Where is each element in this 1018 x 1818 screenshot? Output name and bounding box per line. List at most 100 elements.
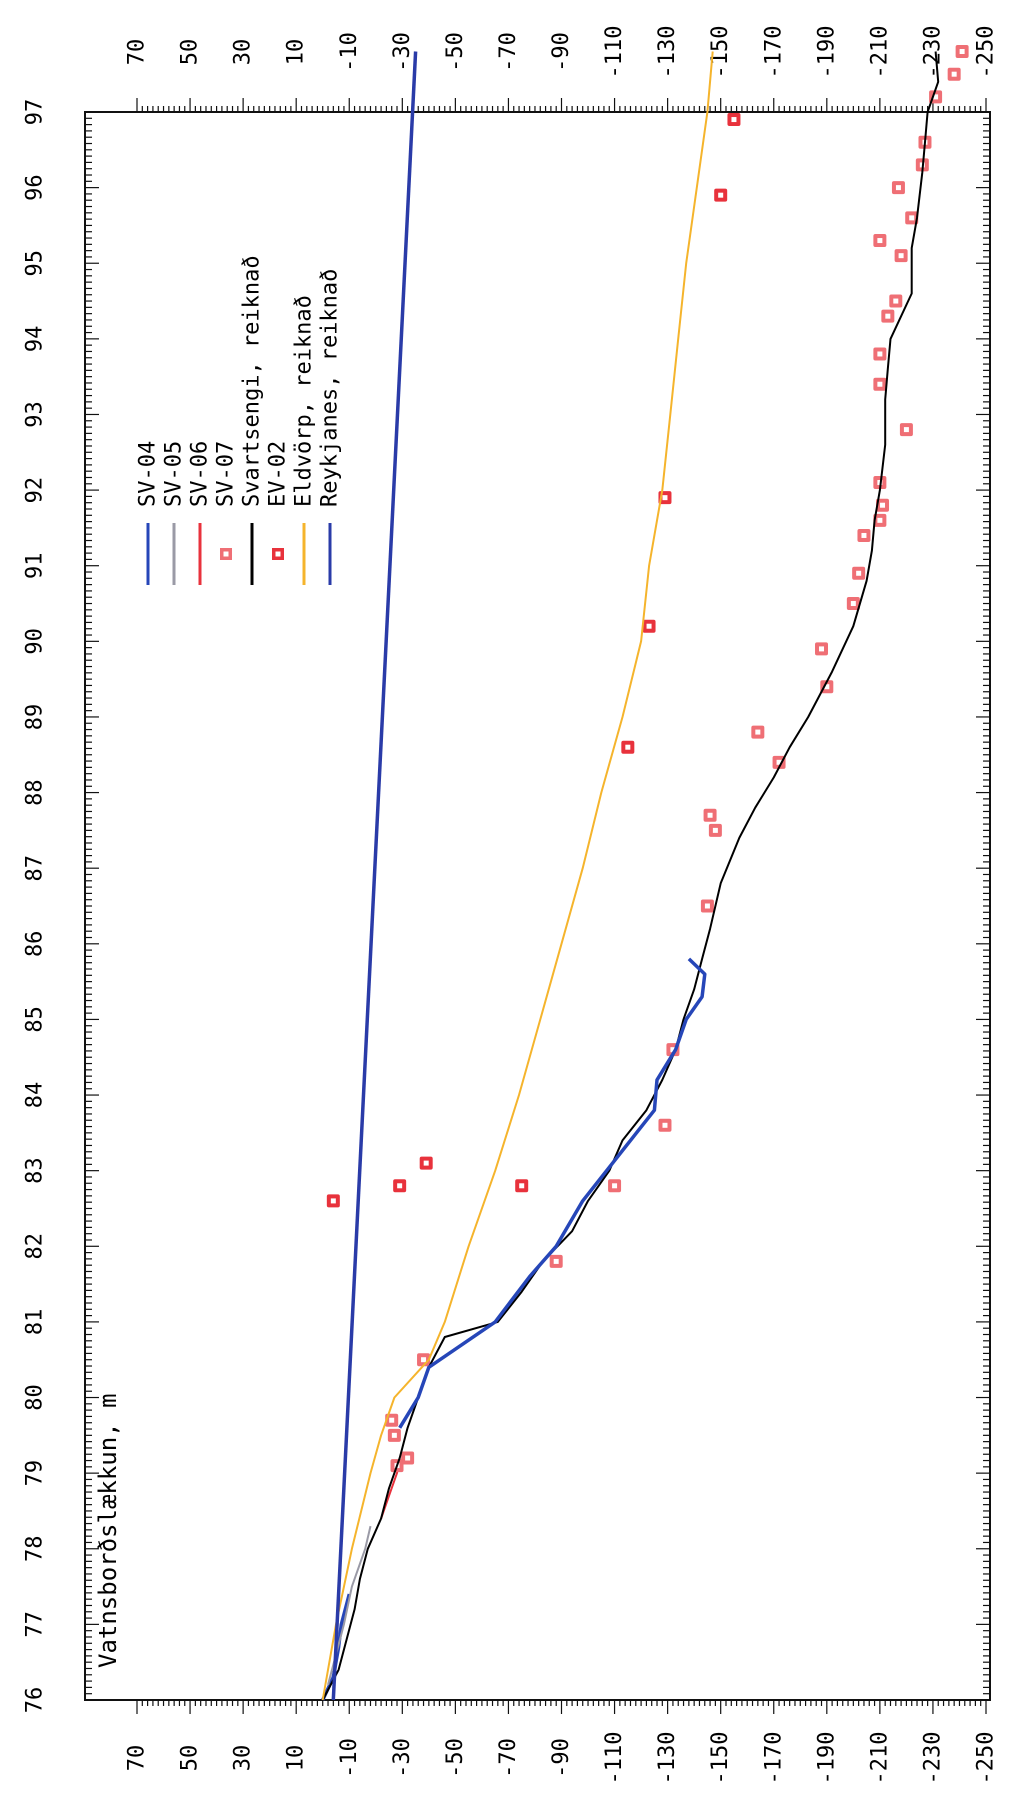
y-tick-label-bottom: -230 [920, 1732, 945, 1785]
series-eldv-rp-reikna- [321, 51, 714, 1701]
data-point-inner [951, 71, 957, 77]
series-line [321, 51, 940, 1701]
legend-item: Eldvörp, reiknað [292, 295, 317, 585]
data-point-inner [903, 427, 909, 433]
legend-label: Svartsengi, reiknað [240, 255, 265, 507]
x-tick-label: 94 [23, 326, 48, 353]
x-tick-label: 78 [23, 1536, 48, 1563]
legend-item: Svartsengi, reiknað [240, 255, 265, 585]
y-tick-label-top: -210 [867, 26, 892, 79]
data-point-inner [405, 1455, 411, 1461]
legend-swatch-inner [223, 551, 229, 557]
x-tick-label: 84 [23, 1082, 48, 1109]
y-tick-label-top: 70 [125, 39, 150, 66]
y-tick-label-top: -10 [337, 32, 362, 72]
y-tick-label-bottom: -50 [443, 1738, 468, 1778]
series-line [321, 51, 714, 1701]
series-reykjanes-reikna- [331, 51, 418, 1701]
x-tick-label: 93 [23, 401, 48, 428]
y-tick-label-bottom: -210 [867, 1732, 892, 1785]
y-tick-label-bottom: -10 [337, 1738, 362, 1778]
x-tick-label: 77 [23, 1611, 48, 1638]
y-tick-label-bottom: -110 [602, 1732, 627, 1785]
plot-border [84, 111, 991, 1701]
data-point-inner [959, 49, 965, 55]
plot-frame [84, 111, 991, 1701]
y-tick-label-top: -190 [814, 26, 839, 79]
y-tick-label-top: -90 [549, 32, 574, 72]
data-point-inner [553, 1258, 559, 1264]
data-point-inner [712, 827, 718, 833]
data-point-inner [612, 1183, 618, 1189]
data-point-inner [824, 684, 830, 690]
data-point-inner [423, 1160, 429, 1166]
series-sv-07 [385, 45, 969, 1473]
data-point-inner [856, 570, 862, 576]
y-tick-label-bottom: 70 [125, 1745, 150, 1772]
x-tick-label: 83 [23, 1157, 48, 1184]
series-sv-04 [398, 957, 707, 1429]
data-point-inner [877, 381, 883, 387]
x-tick-label: 82 [23, 1233, 48, 1260]
legend-swatch-inner [275, 551, 281, 557]
data-point-inner [421, 1357, 427, 1363]
y-tick-label-bottom: 30 [231, 1745, 256, 1772]
x-tick-label: 97 [23, 99, 48, 126]
series-svartsengi-reikna- [321, 51, 940, 1701]
y-tick-label-top: -110 [602, 26, 627, 79]
legend-item: SV-05 [162, 441, 187, 585]
x-tick-label: 95 [23, 250, 48, 277]
data-point-inner [819, 646, 825, 652]
data-point-inner [646, 623, 652, 629]
data-point-inner [707, 812, 713, 818]
data-point-inner [704, 903, 710, 909]
data-point-inner [877, 238, 883, 244]
y-tick-label-bottom: 50 [178, 1745, 203, 1772]
y-tick-label-top: -230 [920, 26, 945, 79]
legend-label: SV-05 [162, 441, 187, 507]
x-tick-label: 81 [23, 1309, 48, 1336]
data-point-inner [877, 517, 883, 523]
legend-label: SV-06 [188, 441, 213, 507]
y-tick-label-bottom: -70 [496, 1738, 521, 1778]
legend-item: Reykjanes, reiknað [318, 269, 343, 585]
data-point-inner [397, 1183, 403, 1189]
data-point-inner [776, 759, 782, 765]
data-point-inner [670, 1047, 676, 1053]
x-tick-label: 96 [23, 174, 48, 201]
y-tick-label-top: 50 [178, 39, 203, 66]
legend-label: Reykjanes, reiknað [318, 269, 343, 507]
y-tick-label-top: -170 [761, 26, 786, 79]
drawdown-axis: 70 70 50 50 30 30 10 10 -10 -10 -30 -30 -50 -50 -70 -70… [125, 26, 999, 1785]
data-point-inner [330, 1198, 336, 1204]
x-tick-label: 86 [23, 931, 48, 958]
data-point-inner [625, 744, 631, 750]
y-tick-label-bottom: -190 [814, 1732, 839, 1785]
y-tick-label-bottom: 10 [284, 1745, 309, 1772]
y-tick-label-top: -250 [974, 26, 999, 79]
time-axis: 76 77 78 79 80 81 82 83 84 85 86 87 88 89 90 91 92 93 94 95… [23, 99, 990, 1713]
y-tick-label-bottom: -250 [974, 1732, 999, 1785]
data-point-inner [389, 1417, 395, 1423]
x-tick-label: 91 [23, 552, 48, 579]
series-layer [321, 45, 969, 1701]
data-point-inner [718, 192, 724, 198]
series-line [398, 957, 707, 1429]
data-point-inner [731, 117, 737, 123]
legend-item: SV-07 [214, 441, 239, 560]
x-tick-label: 92 [23, 477, 48, 504]
y-tick-label-bottom: -30 [390, 1738, 415, 1778]
y-tick-label-bottom: -170 [761, 1732, 786, 1785]
chart-title: Vatnsborðslækkun, m [94, 1393, 122, 1668]
legend-label: EV-02 [266, 441, 291, 507]
legend-item: SV-04 [136, 441, 161, 585]
data-point-inner [519, 1183, 525, 1189]
x-tick-label: 80 [23, 1384, 48, 1411]
data-point-inner [755, 729, 761, 735]
x-tick-label: 88 [23, 779, 48, 806]
x-tick-label: 87 [23, 855, 48, 882]
x-tick-label: 79 [23, 1460, 48, 1487]
y-tick-label-bottom: -130 [655, 1732, 680, 1785]
y-tick-label-top: 10 [284, 39, 309, 66]
